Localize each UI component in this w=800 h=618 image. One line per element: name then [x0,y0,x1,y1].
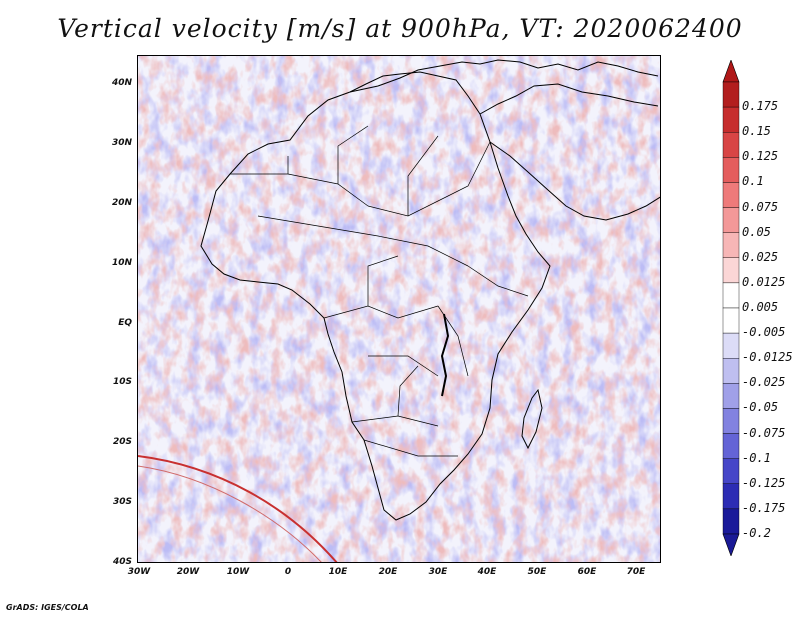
colorbar-swatch [722,307,740,334]
colorbar-tick-label: 0.125 [742,149,779,164]
credit-text: GrADS: IGES/COLA [6,603,89,612]
lat-tick-label: 40S [112,557,132,567]
lon-tick-label: 0 [284,567,292,577]
colorbar-tick-label: -0.005 [742,325,786,340]
colorbar-tick-label: -0.025 [742,375,786,390]
colorbar-swatch [722,132,740,158]
lon-tick-label: 20E [378,567,398,577]
colorbar-tick-label: 0.15 [742,124,771,139]
colorbar-swatch [722,257,740,284]
colorbar-tick-label: -0.175 [742,500,786,515]
colorbar-swatch [722,232,740,258]
colorbar-tick-label: 0.1 [742,174,764,189]
lon-tick-label: 30E [428,567,448,577]
lat-tick-label: 30S [112,497,132,507]
colorbar-tick-label: -0.125 [742,475,786,490]
colorbar-swatch [722,282,740,309]
front-line-secondary [138,465,322,562]
colorbar-swatch [722,207,740,233]
colorbar-swatch [722,157,740,183]
colorbar-swatch [722,106,740,133]
colorbar-tick-label: 0.175 [742,99,779,114]
lat-tick-label: 30N [111,138,132,148]
lat-tick-label: 10N [111,258,132,268]
colorbar-swatch [722,508,740,535]
lat-tick-label: 40N [111,78,132,88]
lon-tick-label: 10W [226,567,250,577]
colorbar-swatch [722,81,740,108]
map-title: Vertical velocity [m/s] at 900hPa, VT: 2… [57,14,743,43]
great-lakes [440,313,450,397]
colorbar-tick-label: -0.05 [742,400,779,415]
velocity-field-map [138,56,660,562]
colorbar [722,60,740,556]
colorbar-tick-label: -0.075 [742,425,786,440]
colorbar-tick-label: 0.025 [742,249,779,264]
colorbar-swatch [722,483,740,510]
map-panel [137,55,661,563]
lon-tick-label: 40E [477,567,497,577]
country-borders [230,125,529,457]
colorbar-swatch [722,433,740,459]
lon-tick-label: 70E [626,567,646,577]
colorbar-tick-label: 0.0125 [742,274,786,289]
colorbar-tick-label: 0.075 [742,199,779,214]
colorbar-bottom-arrow [722,533,740,556]
lon-tick-label: 60E [577,567,597,577]
lat-tick-label: 10S [112,377,132,387]
coastlines [200,59,660,521]
lat-tick-label: 20N [111,198,132,208]
colorbar-swatch [722,332,740,359]
colorbar-swatch [722,458,740,484]
colorbar-tick-label: -0.2 [742,526,771,540]
colorbar-swatch [722,182,740,208]
colorbar-tick-label: 0.05 [742,224,771,239]
front-line [138,455,338,562]
lat-tick-label: EQ [118,318,132,328]
colorbar-tick-label: -0.1 [742,450,771,465]
lon-tick-label: 10E [328,567,348,577]
colorbar-top-arrow [722,60,740,83]
lon-tick-label: 50E [527,567,547,577]
lon-tick-label: 30W [127,567,151,577]
colorbar-swatch [722,383,740,409]
field-noise [138,56,660,562]
colorbar-tick-label: 0.005 [742,300,779,314]
colorbar-swatch [722,408,740,434]
lon-tick-label: 20W [176,567,200,577]
colorbar-swatch [722,358,740,384]
colorbar-tick-label: -0.0125 [742,350,793,365]
lat-tick-label: 20S [112,437,132,447]
